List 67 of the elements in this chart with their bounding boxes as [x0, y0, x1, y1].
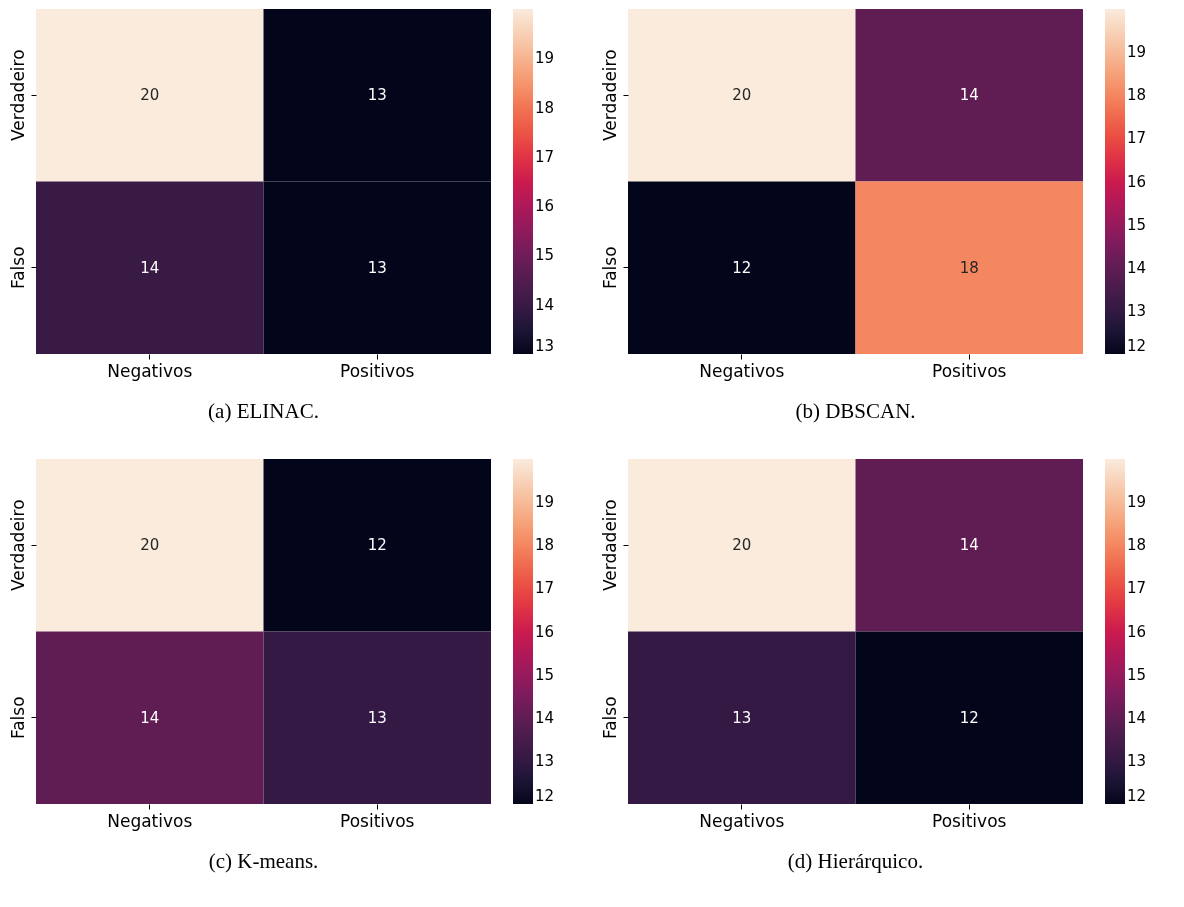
x-tick-label: Negativos [699, 360, 785, 381]
color-bar-label: 13 [1127, 301, 1147, 320]
data-label: 20 [140, 536, 160, 555]
y-tick-label: Verdadeiro [7, 499, 28, 592]
x-tick-label: Positivos [932, 810, 1007, 831]
data-label: 20 [140, 86, 160, 105]
color-bar-label: 17 [535, 147, 555, 166]
color-bar-label: 13 [1127, 751, 1147, 770]
color-bar-label: 19 [535, 49, 555, 68]
color-bar-label: 16 [1127, 172, 1147, 191]
y-tick-label: Falso [599, 696, 620, 740]
color-bar-label: 16 [535, 622, 555, 641]
color-bar-label: 15 [1127, 215, 1147, 234]
color-bar-label: 19 [535, 493, 555, 512]
color-bar-label: 18 [1127, 86, 1147, 105]
color-bar-label: 17 [1127, 129, 1147, 148]
y-tick-label: Falso [7, 246, 28, 290]
data-label: 18 [959, 258, 979, 277]
data-label: 12 [367, 536, 387, 555]
data-label: 12 [959, 708, 979, 727]
data-label: 14 [140, 258, 160, 277]
x-tick-label: Negativos [107, 360, 193, 381]
color-bar-label: 16 [535, 197, 555, 216]
y-tick-label: Falso [599, 246, 620, 290]
data-label: 12 [732, 258, 752, 277]
text: (a) ELINAC. [208, 399, 319, 423]
color-bar-label: 12 [1127, 337, 1147, 355]
text: (b) DBSCAN. [795, 399, 916, 423]
color-bar-label: 14 [1127, 258, 1147, 277]
x-tick-label: Negativos [107, 810, 193, 831]
y-tick-label: Verdadeiro [599, 499, 620, 592]
y-tick-label: Verdadeiro [7, 49, 28, 142]
data-label: 13 [367, 258, 387, 277]
color-bar-label: 15 [1127, 665, 1147, 684]
color-bar-label: 12 [1127, 787, 1147, 805]
color-bar-label: 18 [535, 98, 555, 117]
color-bar-label: 15 [535, 665, 555, 684]
color-bar-label: 17 [1127, 579, 1147, 598]
color-bar-label: 18 [535, 536, 555, 555]
color-bar-label: 17 [535, 579, 555, 598]
data-label: 20 [732, 536, 752, 555]
color-bar-label: 19 [1127, 43, 1147, 62]
data-label: 13 [732, 708, 752, 727]
y-tick-label: Verdadeiro [599, 49, 620, 142]
color-bar-label: 14 [535, 708, 555, 727]
x-tick-label: Negativos [699, 810, 785, 831]
color-bar-label: 13 [535, 751, 555, 770]
data-label: 14 [959, 536, 979, 555]
data-label: 14 [959, 86, 979, 105]
text: (d) Hierárquico. [787, 849, 924, 873]
color-bar-label: 14 [535, 295, 555, 314]
x-tick-label: Positivos [340, 810, 415, 831]
y-tick-label: Falso [7, 696, 28, 740]
x-tick-label: Positivos [932, 360, 1007, 381]
color-bar-label: 18 [1127, 536, 1147, 555]
color-bar-label: 15 [535, 246, 555, 265]
x-tick-label: Positivos [340, 360, 415, 381]
color-bar-label: 19 [1127, 493, 1147, 512]
data-label: 13 [367, 708, 387, 727]
data-label: 14 [140, 708, 160, 727]
color-bar-label: 12 [535, 787, 555, 805]
data-label: 20 [732, 86, 752, 105]
text: (c) K-means. [208, 849, 319, 873]
color-bar-label: 13 [535, 337, 555, 355]
data-label: 13 [367, 86, 387, 105]
color-bar-label: 16 [1127, 622, 1147, 641]
color-bar-label: 14 [1127, 708, 1147, 727]
